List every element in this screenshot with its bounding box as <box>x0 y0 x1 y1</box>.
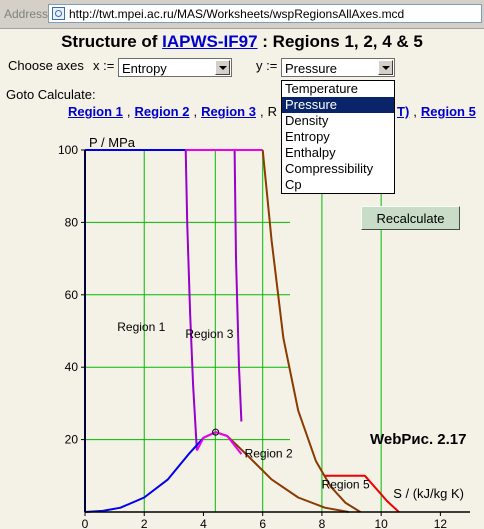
worksheet-page: Structure of IAPWS-IF97 : Regions 1, 2, … <box>0 29 484 529</box>
y-option-pressure[interactable]: Pressure <box>282 97 394 113</box>
region-1-link[interactable]: Region 1 <box>68 104 123 119</box>
critical-point-marker <box>212 428 220 436</box>
region-label: Region 5 <box>322 477 370 491</box>
y-option-entropy[interactable]: Entropy <box>285 129 330 144</box>
series-region5 <box>324 474 400 513</box>
series-sat-right <box>215 431 349 513</box>
y-tick-label: 20 <box>65 433 79 447</box>
goto-label: Goto Calculate: <box>6 87 96 102</box>
y-axis-title: P / MPa <box>89 135 136 150</box>
x-tick-label: 4 <box>200 517 207 529</box>
x-axis-title: S / (kJ/kg K) <box>393 486 464 501</box>
y-tick-label: 40 <box>65 360 79 374</box>
y-tick-label: 60 <box>65 288 79 302</box>
title-prefix: Structure of <box>61 32 163 51</box>
title-suffix: : Regions 1, 2, 4 & 5 <box>257 32 423 51</box>
region-label: Region 1 <box>117 320 165 334</box>
y-option-compressibility[interactable]: Compressibility <box>285 161 374 176</box>
x-tick-label: 6 <box>259 517 266 529</box>
y-axis-select[interactable]: Pressure <box>281 58 395 77</box>
y-tick-label: 100 <box>58 143 78 157</box>
partial-link-tail[interactable]: T) <box>397 104 410 119</box>
region-3-link[interactable]: Region 3 <box>201 104 256 119</box>
choose-axes-label: Choose axes <box>8 58 84 73</box>
x-axis-value: Entropy <box>122 61 167 76</box>
page-title: Structure of IAPWS-IF97 : Regions 1, 2, … <box>0 32 484 52</box>
region-label: Region 3 <box>185 327 233 341</box>
chevron-down-icon[interactable] <box>215 60 230 75</box>
chevron-down-icon[interactable] <box>378 60 393 75</box>
x-axis-label: x := <box>93 58 115 73</box>
y-option-enthalpy[interactable]: Enthalpy <box>285 145 336 160</box>
recalculate-button[interactable]: Recalculate <box>361 206 460 230</box>
y-axis-value: Pressure <box>285 61 338 76</box>
partial-link-text: R <box>267 104 277 119</box>
url-field[interactable]: http://twt.mpei.ac.ru/MAS/Worksheets/wsp… <box>48 4 482 23</box>
url-text: http://twt.mpei.ac.ru/MAS/Worksheets/wsp… <box>69 7 405 21</box>
region-links: Region 1, Region 2, Region 3,R <box>68 104 277 119</box>
pressure-entropy-chart: 0 2 4 6 8 10 12 20 40 60 80 100 P / MPa S / (kJ/kg K)… <box>58 135 470 529</box>
x-tick-label: 2 <box>141 517 148 529</box>
y-axis-label: y := <box>256 58 278 73</box>
y-axis-options-list: Temperature Pressure Density Entropy Enthalp… <box>281 80 395 194</box>
iapws-link[interactable]: IAPWS-IF97 <box>162 32 258 51</box>
region-2-link[interactable]: Region 2 <box>134 104 190 119</box>
y-option-cp[interactable]: Cp <box>285 177 302 192</box>
region-label: Region 2 <box>245 447 293 461</box>
region-5-link[interactable]: Region 5 <box>420 104 476 119</box>
x-tick-label: 10 <box>374 517 388 529</box>
x-axis-select[interactable]: Entropy <box>118 58 232 77</box>
y-option-density[interactable]: Density <box>285 113 329 128</box>
saturation-dome-top <box>196 431 243 455</box>
y-tick-label: 80 <box>65 215 79 229</box>
series-region2-boundary <box>261 149 361 513</box>
region-links-right: T), Region 5 <box>397 104 476 119</box>
y-option-temperature[interactable]: Temperature <box>285 81 358 96</box>
address-bar: Address http://twt.mpei.ac.ru/MAS/Worksh… <box>0 0 484 29</box>
watermark-text: WebРис. 2.17 <box>370 431 467 448</box>
x-tick-label: 12 <box>434 517 448 529</box>
x-tick-label: 0 <box>82 517 89 529</box>
series-region1-right <box>184 149 198 451</box>
x-tick-label: 8 <box>319 517 326 529</box>
page-icon <box>52 7 65 20</box>
address-label: Address <box>4 7 49 21</box>
series-region3-inner <box>233 149 243 422</box>
